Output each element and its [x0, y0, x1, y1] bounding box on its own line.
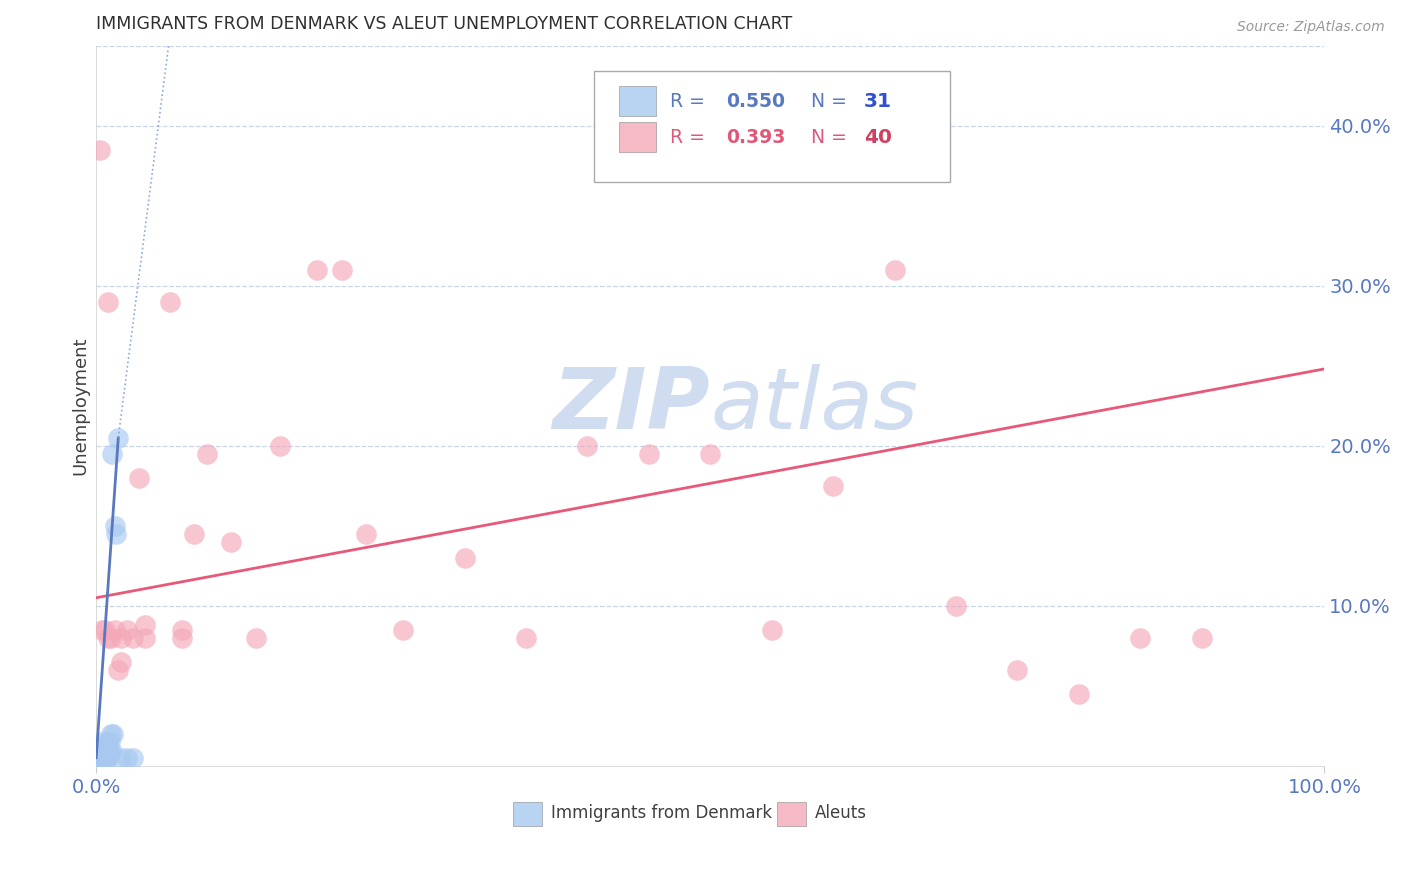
Point — [97, 743, 120, 757]
Point — [392, 623, 415, 637]
Point — [107, 663, 129, 677]
Point — [94, 739, 117, 754]
Point — [98, 735, 121, 749]
Point — [103, 727, 125, 741]
Point — [122, 631, 145, 645]
Point — [115, 623, 138, 637]
Point — [94, 738, 117, 752]
Text: Source: ZipAtlas.com: Source: ZipAtlas.com — [1237, 20, 1385, 34]
Text: ZIP: ZIP — [553, 364, 710, 447]
Point — [453, 550, 475, 565]
Point — [307, 262, 329, 277]
Point — [122, 751, 145, 765]
Point — [115, 751, 138, 765]
Point — [104, 623, 127, 637]
Point — [94, 751, 117, 765]
Point — [128, 471, 150, 485]
Point — [172, 623, 194, 637]
Text: 31: 31 — [863, 92, 891, 111]
Point — [100, 743, 122, 757]
Point — [100, 727, 122, 741]
Point — [96, 751, 118, 765]
Point — [1007, 663, 1029, 677]
Point — [576, 439, 599, 453]
Point — [94, 751, 117, 765]
Point — [89, 751, 111, 765]
Text: R =: R = — [669, 92, 710, 111]
Text: IMMIGRANTS FROM DENMARK VS ALEUT UNEMPLOYMENT CORRELATION CHART: IMMIGRANTS FROM DENMARK VS ALEUT UNEMPLO… — [96, 15, 793, 33]
Point — [515, 631, 537, 645]
Point — [97, 294, 120, 309]
Point — [159, 294, 181, 309]
Text: 40: 40 — [863, 128, 891, 146]
Text: Immigrants from Denmark: Immigrants from Denmark — [551, 804, 772, 822]
Point — [96, 735, 118, 749]
Point — [134, 618, 156, 632]
Point — [269, 439, 291, 453]
Point — [101, 447, 124, 461]
Point — [98, 746, 121, 760]
Point — [104, 518, 127, 533]
Text: N =: N = — [811, 128, 853, 146]
Point — [172, 631, 194, 645]
Point — [91, 623, 114, 637]
Point — [219, 534, 242, 549]
Point — [1129, 631, 1152, 645]
Point — [245, 631, 267, 645]
Point — [91, 743, 114, 757]
Text: Aleuts: Aleuts — [814, 804, 866, 822]
FancyBboxPatch shape — [776, 802, 806, 826]
Point — [87, 751, 110, 765]
Point — [110, 631, 132, 645]
Point — [107, 431, 129, 445]
Point — [94, 746, 117, 760]
Point — [93, 751, 115, 765]
Text: R =: R = — [669, 128, 710, 146]
Point — [89, 143, 111, 157]
Text: N =: N = — [811, 92, 853, 111]
Point — [330, 262, 353, 277]
FancyBboxPatch shape — [513, 802, 543, 826]
Point — [91, 751, 114, 765]
Point — [90, 751, 112, 765]
Point — [1191, 631, 1213, 645]
FancyBboxPatch shape — [593, 70, 950, 183]
Point — [94, 623, 117, 637]
Point — [100, 631, 122, 645]
Point — [110, 751, 132, 765]
Point — [356, 526, 378, 541]
Point — [93, 743, 115, 757]
Point — [699, 447, 721, 461]
Point — [638, 447, 661, 461]
Point — [104, 526, 127, 541]
FancyBboxPatch shape — [620, 122, 657, 153]
Point — [96, 743, 118, 757]
Text: atlas: atlas — [710, 364, 918, 447]
Point — [823, 479, 845, 493]
Point — [195, 447, 218, 461]
Point — [91, 735, 114, 749]
Point — [1067, 687, 1090, 701]
FancyBboxPatch shape — [620, 86, 657, 116]
Point — [90, 743, 112, 757]
Point — [97, 751, 120, 765]
Point — [945, 599, 967, 613]
Point — [110, 655, 132, 669]
Y-axis label: Unemployment: Unemployment — [72, 336, 89, 475]
Point — [883, 262, 905, 277]
Text: 0.393: 0.393 — [727, 128, 786, 146]
Point — [97, 631, 120, 645]
Text: 0.550: 0.550 — [727, 92, 786, 111]
Point — [183, 526, 205, 541]
Point — [761, 623, 783, 637]
Point — [134, 631, 156, 645]
